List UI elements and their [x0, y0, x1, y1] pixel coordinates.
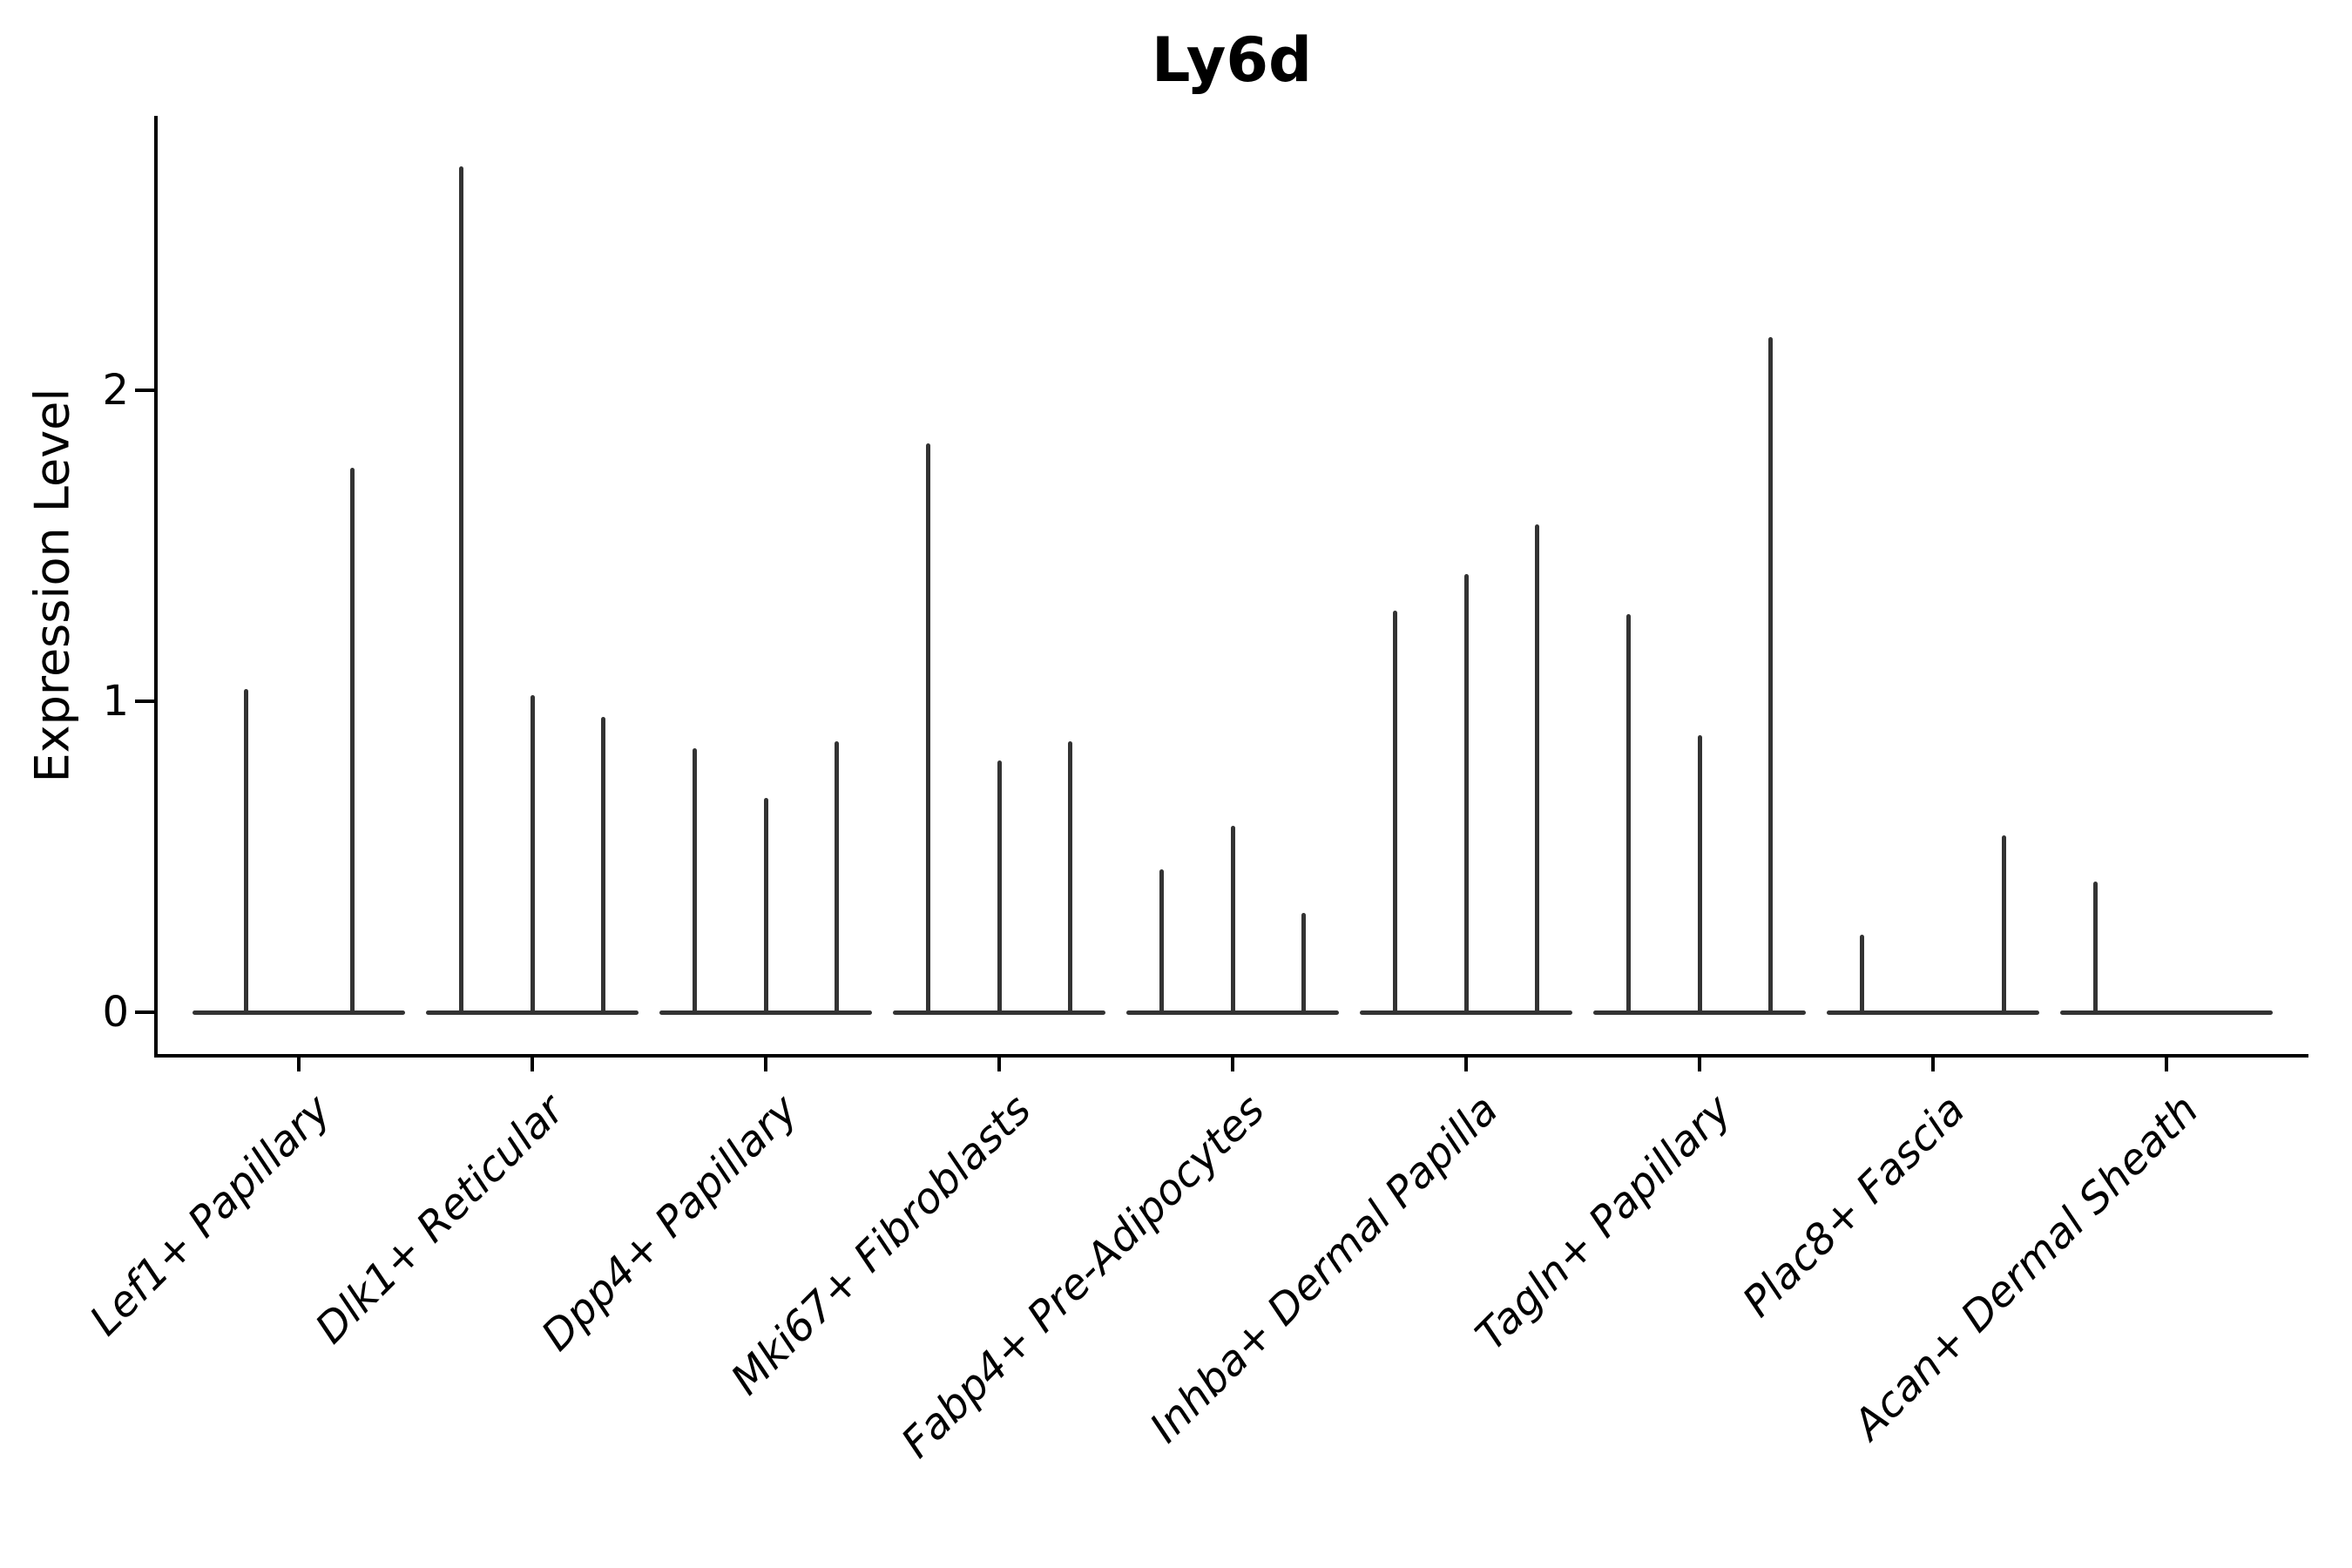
- violin-baseline: [2060, 1010, 2273, 1015]
- violin-spike: [243, 688, 248, 1015]
- violin-spike: [1301, 912, 1306, 1015]
- y-tick-label: 0: [102, 988, 129, 1037]
- y-tick-label: 1: [102, 677, 129, 726]
- violin-spike: [1230, 825, 1235, 1015]
- x-tick-mark: [1464, 1056, 1468, 1071]
- y-tick-label: 2: [102, 366, 129, 415]
- x-tick-label: Dpp4+ Papillary: [532, 1085, 808, 1361]
- x-tick-mark: [1931, 1056, 1935, 1071]
- violin-spike: [530, 694, 535, 1015]
- violin-spike: [1393, 611, 1398, 1015]
- x-tick-mark: [764, 1056, 767, 1071]
- x-tick-label: Plac8+ Fascia: [1733, 1085, 1975, 1327]
- x-tick-mark: [531, 1056, 534, 1071]
- violin-spike: [926, 443, 931, 1015]
- y-tick-mark: [135, 700, 154, 703]
- violin-spike: [600, 716, 605, 1015]
- x-tick-label: Lef1+ Papillary: [80, 1085, 341, 1346]
- violin-spike: [1534, 524, 1539, 1015]
- plot-title: Ly6d: [1151, 24, 1313, 96]
- violin-spike: [763, 797, 768, 1015]
- violin-baseline: [1827, 1010, 2039, 1015]
- violin-spike: [1626, 614, 1632, 1015]
- violin-baseline: [193, 1010, 405, 1015]
- violin-spike: [2093, 882, 2099, 1015]
- violin-spike: [1463, 573, 1469, 1015]
- violin-spike: [834, 741, 839, 1015]
- violin-spike: [1697, 735, 1702, 1015]
- violin-spike: [1860, 934, 1865, 1015]
- violin-spike: [459, 166, 464, 1015]
- y-tick-mark: [135, 389, 154, 392]
- x-tick-mark: [1698, 1056, 1701, 1071]
- x-tick-mark: [297, 1056, 301, 1071]
- x-tick-mark: [1231, 1056, 1234, 1071]
- violin-spike: [997, 760, 1002, 1015]
- violin-spike: [693, 747, 698, 1015]
- violin-spike: [1067, 741, 1072, 1015]
- violin-spike: [2001, 835, 2006, 1015]
- violin-spike: [349, 468, 355, 1015]
- x-tick-label: Dlk1+ Reticular: [306, 1085, 574, 1354]
- violin-spike: [1159, 868, 1165, 1015]
- y-tick-mark: [135, 1010, 154, 1014]
- x-tick-mark: [997, 1056, 1001, 1071]
- y-axis-spine: [154, 116, 158, 1058]
- x-tick-mark: [2165, 1056, 2168, 1071]
- violin-spike: [1767, 337, 1773, 1015]
- x-tick-label: Tagln+ Papillary: [1466, 1085, 1741, 1361]
